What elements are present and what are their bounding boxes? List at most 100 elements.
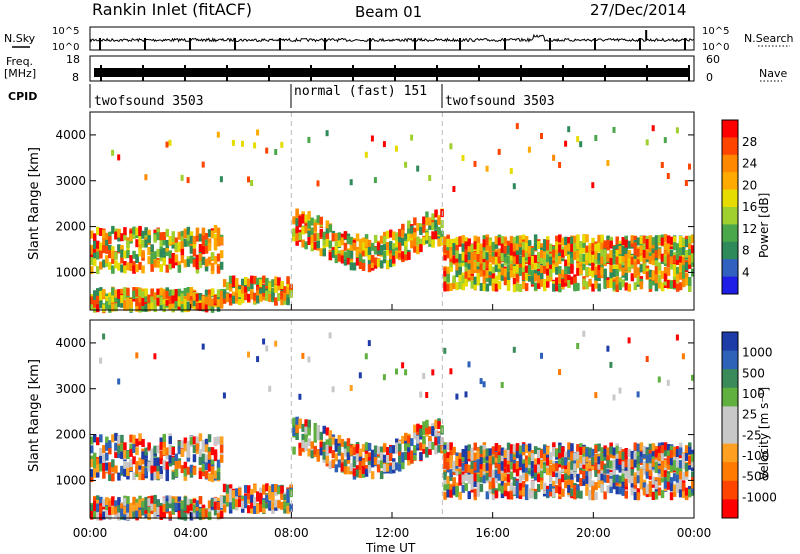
range-cell bbox=[313, 233, 317, 242]
range-cell bbox=[93, 299, 97, 308]
range-cell bbox=[630, 459, 635, 468]
range-cell bbox=[546, 242, 550, 251]
range-cell bbox=[183, 259, 188, 268]
range-cell bbox=[485, 252, 490, 261]
cpid-panel: twofsound 3503 normal (fast) 151 twofsou… bbox=[89, 84, 555, 109]
range-cell bbox=[546, 467, 550, 475]
range-cell bbox=[349, 236, 354, 245]
range-cell bbox=[213, 470, 218, 479]
range-cell bbox=[543, 250, 547, 259]
range-cell bbox=[105, 462, 109, 471]
range-cell bbox=[688, 163, 691, 170]
range-cell bbox=[594, 135, 598, 141]
range-cell bbox=[96, 266, 100, 275]
range-cell bbox=[207, 229, 212, 238]
range-cell bbox=[325, 226, 330, 235]
range-cell bbox=[639, 468, 644, 477]
range-cell bbox=[99, 496, 103, 505]
range-cell bbox=[180, 230, 185, 239]
range-cell bbox=[503, 268, 508, 277]
range-cell bbox=[123, 460, 127, 469]
range-cell bbox=[449, 283, 453, 291]
range-cell bbox=[639, 448, 644, 457]
range-cell bbox=[527, 456, 532, 465]
range-cell bbox=[141, 250, 145, 259]
range-cell bbox=[443, 347, 447, 354]
range-cell bbox=[162, 247, 166, 256]
range-cell bbox=[277, 486, 281, 495]
range-cell bbox=[425, 392, 429, 398]
range-cell bbox=[473, 281, 477, 290]
range-cell bbox=[645, 271, 650, 280]
range-cell bbox=[108, 231, 112, 240]
range-cell bbox=[111, 464, 115, 473]
range-cell bbox=[660, 474, 665, 483]
range-cell bbox=[654, 461, 659, 470]
range-cell bbox=[307, 419, 311, 428]
range-cell bbox=[235, 493, 239, 502]
range-cell bbox=[476, 273, 481, 282]
range-cell bbox=[651, 245, 656, 254]
range-cell bbox=[663, 255, 668, 264]
range-cell bbox=[651, 125, 655, 132]
range-cell bbox=[530, 261, 535, 270]
range-cell bbox=[316, 432, 320, 441]
range-cell bbox=[256, 129, 260, 136]
range-cell bbox=[153, 259, 157, 268]
range-cell bbox=[681, 472, 686, 481]
range-cell bbox=[395, 145, 398, 152]
range-cell bbox=[192, 445, 197, 454]
range-cell bbox=[126, 287, 130, 296]
range-cell bbox=[506, 245, 511, 254]
colorbar-tick: 100 bbox=[742, 387, 765, 401]
range-cell bbox=[552, 488, 556, 497]
range-cell bbox=[204, 296, 209, 305]
range-cell bbox=[198, 449, 203, 458]
colorbar-tick: -1000 bbox=[742, 490, 777, 504]
range-cell bbox=[627, 263, 632, 271]
range-cell bbox=[183, 468, 188, 477]
range-cell bbox=[225, 489, 230, 498]
range-cell bbox=[147, 442, 151, 451]
range-cell bbox=[518, 475, 523, 484]
range-cell bbox=[558, 256, 562, 264]
range-cell bbox=[573, 283, 577, 292]
range-cell bbox=[666, 267, 671, 276]
range-cell bbox=[651, 252, 656, 261]
range-cell bbox=[582, 477, 586, 486]
range-cell bbox=[171, 260, 175, 269]
range-cell bbox=[355, 249, 360, 258]
range-cell bbox=[509, 247, 514, 256]
range-cell bbox=[681, 453, 686, 462]
range-cell bbox=[476, 254, 481, 262]
range-cell bbox=[361, 465, 366, 474]
range-cell bbox=[666, 173, 670, 179]
range-cell bbox=[201, 453, 206, 462]
range-cell bbox=[612, 256, 616, 265]
range-cell bbox=[207, 242, 212, 251]
range-cell bbox=[159, 466, 163, 474]
range-cell bbox=[364, 453, 369, 462]
range-cell bbox=[633, 492, 638, 501]
range-cell bbox=[473, 241, 477, 250]
range-cell bbox=[117, 497, 121, 506]
range-cell bbox=[624, 490, 628, 499]
range-cell bbox=[524, 459, 529, 468]
range-cell bbox=[120, 295, 124, 304]
range-cell bbox=[651, 448, 656, 457]
range-cell bbox=[567, 238, 571, 247]
range-cell bbox=[419, 227, 423, 235]
range-cell bbox=[434, 231, 438, 240]
range-cell bbox=[497, 465, 502, 474]
range-cell bbox=[419, 442, 423, 451]
range-cell bbox=[244, 277, 248, 285]
range-cell bbox=[153, 457, 157, 466]
range-cell bbox=[681, 482, 686, 491]
range-cell bbox=[446, 283, 450, 292]
range-cell bbox=[527, 490, 532, 499]
range-cell bbox=[295, 424, 299, 433]
range-cell bbox=[198, 253, 203, 262]
range-cell bbox=[286, 494, 290, 503]
